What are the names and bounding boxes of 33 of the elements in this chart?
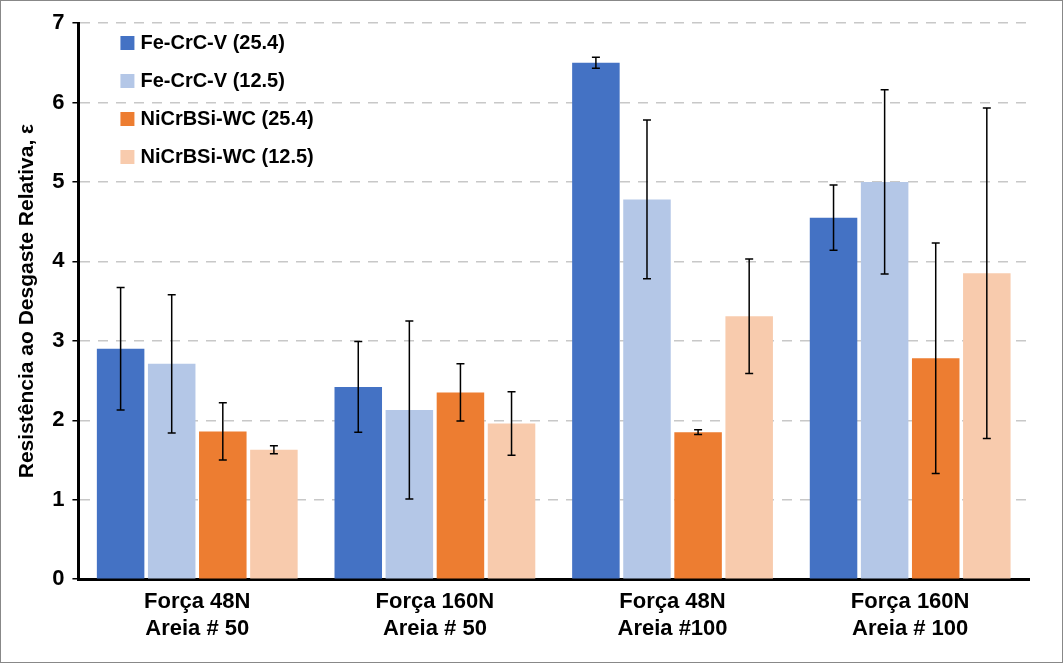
bar — [487, 423, 536, 579]
y-tick-label: 0 — [52, 565, 65, 591]
y-tick-label: 3 — [52, 326, 65, 352]
bar — [199, 431, 247, 579]
bar — [860, 181, 909, 579]
x-tick-label: Força 48N Areia # 50 — [144, 588, 251, 640]
bar — [96, 348, 145, 579]
bar — [334, 386, 383, 579]
x-tick-label: Força 48N Areia #100 — [617, 588, 728, 640]
bar — [623, 199, 671, 579]
legend-label: Fe-CrC-V (12.5) — [140, 68, 285, 91]
y-tick-label: 4 — [52, 247, 66, 273]
y-tick-label: 6 — [52, 88, 65, 114]
bar — [809, 217, 858, 579]
legend-label: NiCrBSi-WC (12.5) — [140, 144, 314, 167]
y-tick-label: 1 — [52, 485, 65, 511]
bar — [436, 392, 485, 579]
bar — [674, 432, 722, 579]
bar — [963, 273, 1011, 579]
y-tick-label: 2 — [52, 406, 65, 432]
bar — [911, 358, 960, 579]
legend-label: Fe-CrC-V (25.4) — [140, 30, 285, 53]
x-tick-label: Força 160N Areia # 100 — [850, 588, 970, 640]
legend-label: NiCrBSi-WC (25.4) — [140, 106, 314, 129]
x-tick-label: Força 160N Areia # 50 — [375, 588, 495, 640]
y-axis-title: Resistência ao Desgaste Relativa, ε — [14, 123, 38, 479]
y-tick-label: 5 — [52, 167, 65, 193]
bar — [572, 62, 620, 579]
bar — [250, 449, 298, 579]
bar — [147, 363, 196, 579]
bar — [725, 316, 773, 579]
y-tick-label: 7 — [52, 9, 65, 35]
bar — [385, 409, 434, 579]
